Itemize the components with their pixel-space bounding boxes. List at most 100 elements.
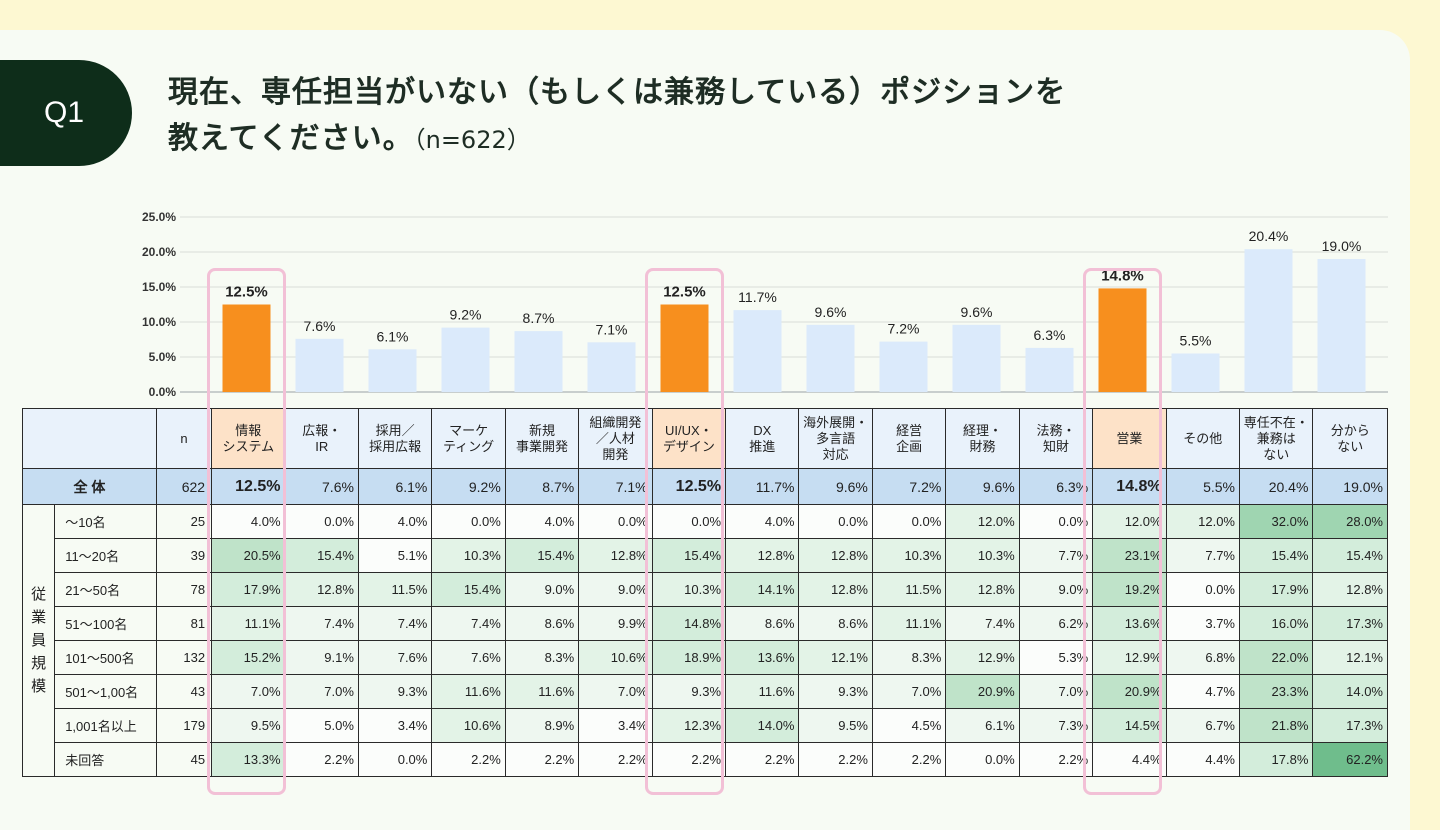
data-cell: 6.8%	[1165, 640, 1241, 675]
data-cell: 7.0%	[578, 674, 653, 709]
group-label: 従業員規模	[21, 504, 56, 777]
column-header: 広報・ IR	[284, 408, 359, 469]
data-cell: 10.6%	[431, 708, 506, 743]
bar-value-label: 12.5%	[663, 284, 706, 301]
data-cell: 7.7%	[1165, 538, 1241, 573]
question-badge: Q1	[0, 60, 132, 166]
data-cell: 9.1%	[284, 640, 359, 675]
data-cell: 4.5%	[871, 708, 947, 743]
column-header: DX 推進	[725, 408, 800, 469]
data-cell: 12.0%	[945, 504, 1020, 539]
row-label: 1,001名以上	[54, 708, 157, 743]
y-tick-label: 5.0%	[149, 350, 177, 364]
data-cell: 32.0%	[1238, 504, 1314, 539]
table-row: 51～100名 81 11.1% 7.4% 7.4% 7.4% 8.6% 9.9% 14.8% 8…	[23, 606, 1388, 641]
data-cell: 11.5%	[357, 572, 433, 607]
data-cell: 9.0%	[504, 572, 580, 607]
row-label: ～10名	[54, 504, 157, 539]
data-cell: 0.0%	[798, 504, 873, 539]
data-cell: 12.0%	[1165, 504, 1241, 539]
total-cell: 11.7%	[725, 468, 800, 505]
data-cell: 12.1%	[798, 640, 873, 675]
bar	[441, 327, 490, 392]
total-cell: 8.7%	[504, 468, 580, 505]
bar-value-label: 7.2%	[888, 321, 920, 337]
column-header: 経営 企画	[871, 408, 947, 469]
n-header: n	[155, 408, 213, 469]
row-n: 45	[155, 742, 213, 777]
data-cell: 0.0%	[431, 504, 506, 539]
data-cell: 20.9%	[1092, 674, 1167, 709]
data-cell: 18.9%	[651, 640, 727, 675]
data-cell: 9.9%	[578, 606, 653, 641]
data-cell: 2.2%	[504, 742, 580, 777]
data-cell: 23.3%	[1238, 674, 1314, 709]
data-cell: 7.0%	[1018, 674, 1094, 709]
data-cell: 0.0%	[651, 504, 727, 539]
total-cell: 9.6%	[945, 468, 1020, 505]
data-cell: 0.0%	[871, 504, 947, 539]
bar	[1025, 347, 1074, 392]
total-cell: 6.1%	[357, 468, 433, 505]
data-cell: 2.2%	[725, 742, 800, 777]
data-cell: 8.6%	[798, 606, 873, 641]
bar-value-label: 6.1%	[377, 328, 409, 344]
data-cell: 12.3%	[651, 708, 727, 743]
data-cell: 9.5%	[798, 708, 873, 743]
data-cell: 0.0%	[357, 742, 433, 777]
data-cell: 12.8%	[798, 538, 873, 573]
data-cell: 3.4%	[578, 708, 653, 743]
data-cell: 11.6%	[725, 674, 800, 709]
sample-size-note: （n=622）	[413, 126, 531, 154]
data-cell: 7.4%	[357, 606, 433, 641]
total-cell: 7.2%	[871, 468, 947, 505]
column-header: 情報 システム	[211, 408, 286, 469]
data-cell: 9.5%	[211, 708, 286, 743]
data-cell: 13.6%	[725, 640, 800, 675]
bar-value-label: 5.5%	[1180, 333, 1212, 349]
table-row: 11～20名 39 20.5% 15.4% 5.1% 10.3% 15.4% 12.8% 15.…	[23, 538, 1388, 573]
row-n: 179	[155, 708, 213, 743]
data-cell: 12.9%	[945, 640, 1020, 675]
bar	[222, 304, 271, 392]
data-cell: 12.8%	[798, 572, 873, 607]
data-cell: 9.3%	[798, 674, 873, 709]
table-row: 未回答 45 13.3% 2.2% 0.0% 2.2% 2.2% 2.2% 2.2% 2.2% 2.…	[23, 742, 1388, 777]
data-cell: 21.8%	[1238, 708, 1314, 743]
table-row: 従業員規模～10名 25 4.0% 0.0% 4.0% 0.0% 4.0% 0.0% 0.0% 4…	[21, 504, 1388, 777]
data-cell: 15.4%	[284, 538, 359, 573]
data-cell: 17.3%	[1312, 606, 1388, 641]
data-cell: 7.0%	[211, 674, 286, 709]
row-label: 101～500名	[54, 640, 157, 675]
data-cell: 3.4%	[357, 708, 433, 743]
data-cell: 19.2%	[1092, 572, 1167, 607]
data-cell: 20.9%	[945, 674, 1020, 709]
data-cell: 0.0%	[284, 504, 359, 539]
table-row: 21～50名 78 17.9% 12.8% 11.5% 15.4% 9.0% 9.0% 10.3…	[23, 572, 1388, 607]
data-cell: 4.0%	[725, 504, 800, 539]
data-cell: 0.0%	[1018, 504, 1094, 539]
data-cell: 2.2%	[871, 742, 947, 777]
data-cell: 5.0%	[284, 708, 359, 743]
bar-chart: 0.0% 5.0% 10.0% 15.0% 20.0% 25.0% 12.5% 7.6% 6.1…	[142, 210, 1388, 399]
column-header: その他	[1165, 408, 1241, 469]
total-row: 全 体 622 12.5% 7.6% 6.1% 9.2% 8.7% 7.1% 12.5% 11.7…	[22, 468, 1388, 505]
table-row: 101～500名 132 15.2% 9.1% 7.6% 7.6% 8.3% 10.6% 18.…	[23, 640, 1388, 675]
bar-value-label: 6.3%	[1034, 327, 1066, 343]
data-cell: 6.7%	[1165, 708, 1241, 743]
bar	[660, 304, 709, 392]
total-cell: 6.3%	[1018, 468, 1094, 505]
data-cell: 9.3%	[357, 674, 433, 709]
row-label: 11～20名	[54, 538, 157, 573]
column-header: 採用／ 採用広報	[357, 408, 433, 469]
data-cell: 9.3%	[651, 674, 727, 709]
data-cell: 23.1%	[1092, 538, 1167, 573]
data-cell: 12.0%	[1092, 504, 1167, 539]
data-cell: 9.0%	[578, 572, 653, 607]
row-label: 501～1,00名	[54, 674, 157, 709]
total-cell: 7.6%	[284, 468, 359, 505]
data-cell: 7.4%	[431, 606, 506, 641]
question-title: 現在、専任担当がいない（もしくは兼務している）ポジションを 教えてください。（n…	[168, 70, 1066, 163]
data-cell: 17.9%	[1238, 572, 1314, 607]
data-cell: 11.6%	[431, 674, 506, 709]
